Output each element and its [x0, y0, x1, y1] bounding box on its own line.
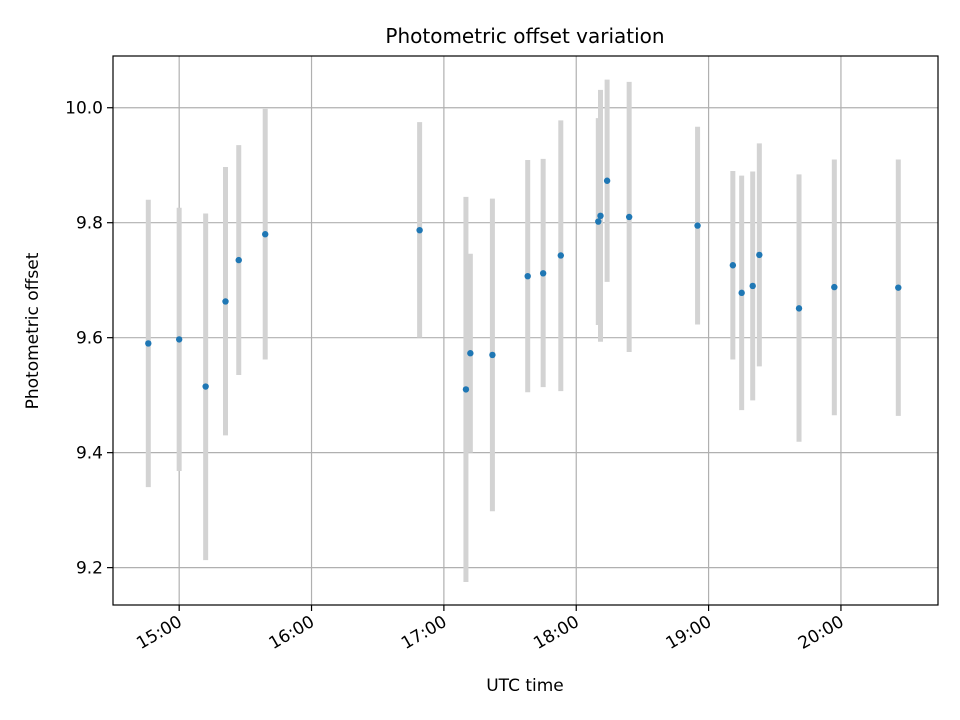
data-point: [694, 222, 701, 229]
data-point: [795, 305, 803, 312]
data-point: [625, 213, 633, 221]
y-tick-label: 9.2: [76, 559, 103, 579]
data-point: [222, 298, 229, 305]
y-tick-label: 9.4: [76, 444, 103, 464]
data-point: [262, 231, 269, 238]
data-point: [729, 262, 737, 269]
plot-frame: [112, 55, 939, 606]
data-point: [539, 270, 547, 277]
data-point: [597, 212, 604, 220]
data-point: [462, 386, 470, 393]
data-point: [489, 351, 496, 359]
data-point: [603, 177, 611, 184]
data-point: [202, 383, 209, 390]
data-point: [595, 218, 602, 225]
data-point: [756, 251, 763, 259]
x-axis-label: UTC time: [486, 676, 564, 696]
y-tick-label: 9.8: [76, 214, 103, 234]
y-tick-label: 9.6: [76, 329, 103, 349]
data-point: [749, 282, 756, 290]
data-point: [895, 284, 902, 291]
data-point: [524, 272, 531, 280]
data-point: [557, 252, 564, 259]
data-point: [235, 256, 242, 264]
y-axis-label: Photometric offset: [23, 252, 43, 409]
y-axis-ticks: 9.2 9.4 9.6 9.8 10.0: [65, 99, 113, 579]
y-tick-label: 10.0: [65, 99, 103, 119]
data-point: [467, 350, 474, 357]
data-point: [738, 289, 745, 297]
chart-title: Photometric offset variation: [385, 24, 664, 48]
data-point: [175, 336, 183, 343]
data-point: [145, 340, 152, 347]
data-point: [416, 226, 423, 234]
data-markers: [145, 177, 902, 393]
data-point: [831, 283, 838, 291]
